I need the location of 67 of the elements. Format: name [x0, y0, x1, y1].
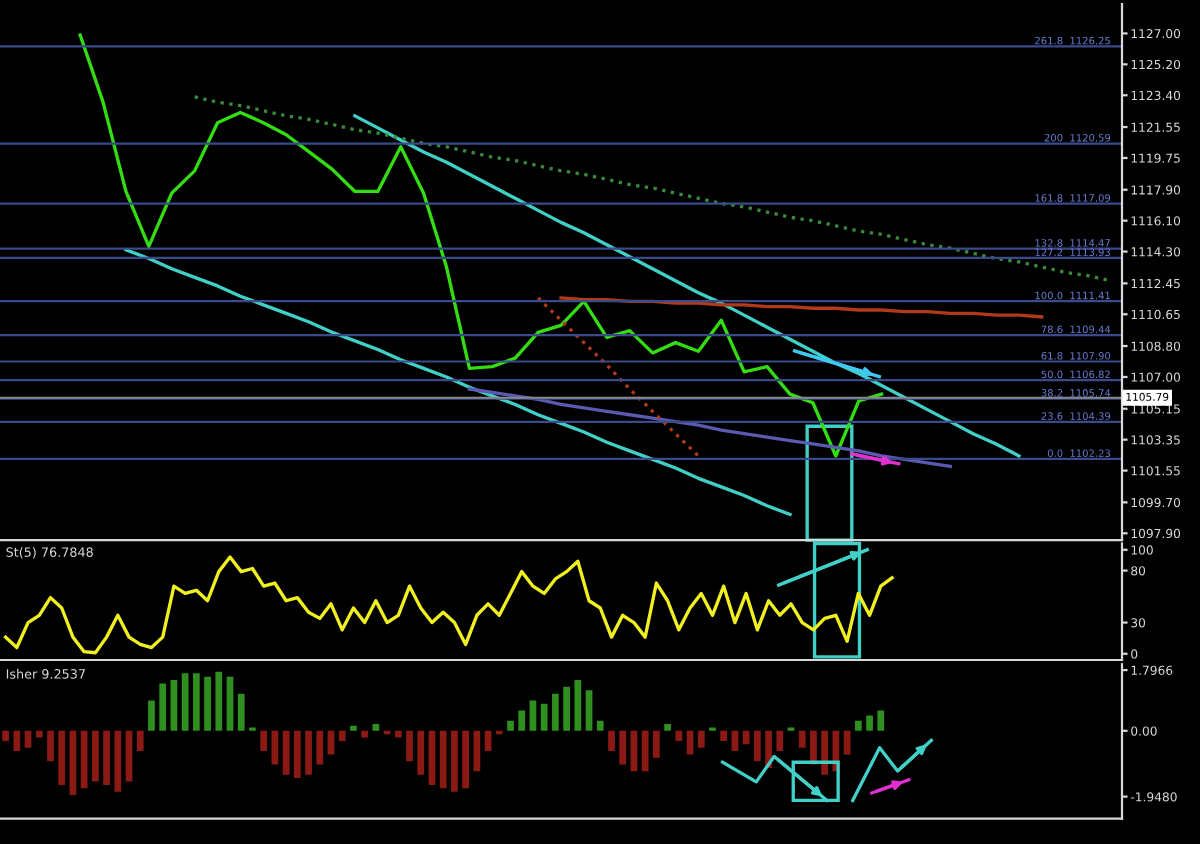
bar: [406, 730, 413, 762]
bar: [204, 676, 211, 731]
bar: [58, 730, 66, 785]
bar: [821, 730, 829, 775]
bar: [13, 730, 21, 752]
bar: [798, 730, 806, 748]
bar: [2, 730, 9, 741]
bar: [136, 730, 144, 752]
bar: [664, 724, 671, 731]
bar: [641, 730, 649, 772]
bar: [540, 703, 548, 731]
bar: [103, 730, 110, 785]
bar: [596, 720, 604, 731]
line-series: [536, 296, 701, 458]
bar: [361, 730, 369, 738]
bar: [170, 680, 178, 731]
bar: [675, 730, 683, 741]
bar: [529, 700, 537, 731]
bar: [776, 730, 784, 752]
line-series: [559, 296, 1044, 319]
line-series: [124, 248, 792, 517]
line-series: [3, 555, 894, 655]
bar: [653, 730, 660, 758]
bar: [473, 730, 481, 772]
bar: [35, 730, 43, 738]
bar: [125, 730, 133, 782]
bar: [552, 693, 559, 731]
bar: [372, 724, 380, 731]
bar: [47, 730, 54, 762]
bar: [462, 730, 469, 789]
bar: [439, 730, 447, 789]
line-series: [192, 95, 1113, 283]
bar: [293, 730, 301, 779]
bar: [697, 730, 705, 748]
bar: [507, 720, 514, 731]
line-series: [353, 114, 1021, 458]
bar: [854, 720, 862, 731]
bar: [518, 710, 526, 731]
bar: [417, 730, 425, 775]
bar: [338, 730, 346, 741]
bar: [585, 690, 593, 731]
bar: [148, 700, 155, 731]
bar: [92, 730, 99, 782]
line-series: [467, 387, 952, 468]
bar: [810, 730, 817, 765]
bar: [608, 730, 615, 752]
bar: [215, 671, 223, 731]
bar: [877, 710, 885, 731]
bar: [720, 730, 728, 741]
bar: [350, 725, 357, 731]
bar: [237, 693, 245, 731]
bar: [619, 730, 627, 765]
bar: [192, 673, 200, 731]
bar: [159, 683, 167, 731]
bar: [305, 730, 312, 775]
bar: [451, 730, 458, 792]
bar: [114, 730, 122, 792]
bar: [563, 686, 570, 731]
bar: [753, 730, 761, 762]
bar: [80, 730, 88, 789]
bar: [574, 680, 582, 731]
bar: [316, 730, 324, 765]
bar: [394, 730, 402, 738]
line-series: [78, 33, 884, 458]
bar: [260, 730, 268, 752]
bar: [866, 715, 873, 731]
bar: [181, 673, 189, 731]
